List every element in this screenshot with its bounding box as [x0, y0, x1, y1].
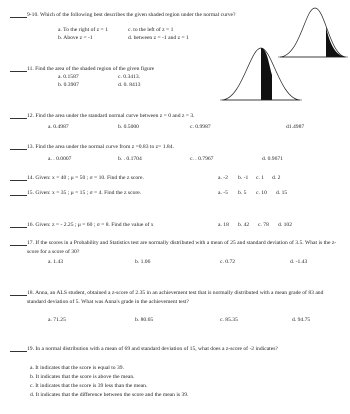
option: d. 102	[278, 222, 292, 228]
option: d. 15	[276, 190, 288, 196]
question: 14. Given: x = 40 ; μ = 50 ; σ = 10. Fin…	[27, 175, 144, 181]
option: a. To the right of z = 1	[58, 27, 108, 33]
answer-blank	[10, 295, 27, 296]
answer-blank	[10, 227, 27, 228]
normal-curve-2	[220, 47, 302, 101]
question: 18. Anna, an ALS student, obtained a z-s…	[27, 290, 324, 305]
option: c. 10	[256, 190, 267, 196]
option: c. 0.72	[220, 259, 236, 265]
answer-blank	[10, 180, 27, 181]
question: 13. Find the area under the normal curve…	[27, 144, 174, 150]
option: d1.4987	[286, 124, 305, 130]
answer-blank	[10, 195, 27, 196]
answer-blank	[10, 71, 27, 72]
option: a. -2	[218, 175, 228, 181]
option: d. 0. 8413	[118, 82, 141, 88]
option: a. -5	[218, 190, 228, 196]
option: b. 5	[238, 190, 247, 196]
option: d. between z = -1 and z = 1	[128, 35, 189, 41]
option: b. . 0.1704	[118, 156, 142, 162]
option: a. 71.25	[48, 317, 66, 323]
option: c. 0.3413.	[118, 74, 141, 80]
answer-blank	[10, 351, 27, 352]
option: b. 42	[238, 222, 250, 228]
option: d. 0.9671	[262, 156, 283, 162]
option: d. 2	[272, 175, 281, 181]
question: 12. Find the area under the standard nor…	[27, 113, 195, 119]
normal-curve-1	[278, 7, 348, 58]
option: c. to the left of z = 1	[128, 27, 174, 33]
answer-blank	[10, 118, 27, 119]
question: 16. Given: z = - 2.25 ; μ = 60 ; σ = 8. …	[27, 222, 154, 228]
option: a. It indicates that the score is equal …	[30, 365, 124, 371]
option: a. 1.43	[48, 259, 64, 265]
option: c. It indicates that the score is 39 les…	[30, 383, 148, 389]
option: b. -1	[238, 175, 249, 181]
answer-blank	[10, 17, 27, 18]
answer-blank	[10, 149, 27, 150]
option: b. 0.5000	[118, 124, 139, 130]
answer-blank	[10, 245, 27, 246]
question: 15. Given: x = 35 ; μ = 15 ; σ = 4. Find…	[27, 190, 142, 196]
option: d. -1.43	[290, 259, 308, 265]
option: c. 1	[256, 175, 265, 181]
question: 17. If the scores in a Probability and S…	[27, 240, 337, 255]
option: b. 1.06	[135, 259, 151, 265]
option: a. . 0.0007	[48, 156, 72, 162]
question: 19. In a normal distribution with a mean…	[27, 346, 278, 352]
option: b. 0.3907	[58, 82, 79, 88]
option: d. It indicates that the difference betw…	[30, 392, 189, 398]
option: b. It indicates that the score is above …	[30, 374, 135, 380]
option: a. 0.1587	[58, 74, 79, 80]
option: d. 94.75	[292, 317, 311, 323]
option: b. Above z = -1	[58, 35, 93, 41]
question: 11. Find the area of the shaded region o…	[27, 66, 155, 72]
option: c. . 0.7967	[190, 156, 214, 162]
option: c. 0.9987	[190, 124, 211, 130]
question: 9-10. Which of the following best descri…	[27, 12, 236, 18]
option: a. 18	[218, 222, 229, 228]
option: a. 0.4987	[48, 124, 69, 130]
option: c. 78	[258, 222, 269, 228]
option: b. 80.65	[135, 317, 154, 323]
option: c. 85.35	[220, 317, 238, 323]
